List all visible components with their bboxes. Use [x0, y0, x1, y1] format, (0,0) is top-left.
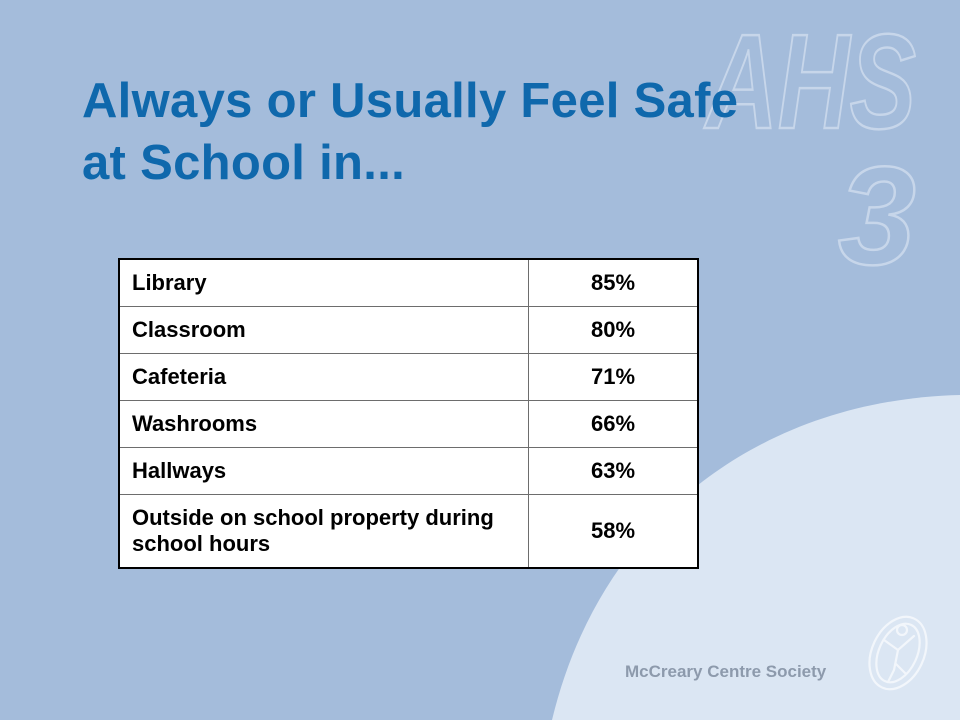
safety-table: Library 85% Classroom 80% Cafeteria 71% … [118, 258, 699, 569]
table-row: Classroom 80% [118, 305, 699, 354]
row-label: Library [118, 258, 529, 307]
row-value: 63% [528, 446, 699, 495]
table-row: Outside on school property during school… [118, 493, 699, 569]
table-row: Hallways 63% [118, 446, 699, 495]
table-row: Washrooms 66% [118, 399, 699, 448]
person-figure-logo-icon [868, 615, 928, 691]
title-line-2: at School in... [82, 136, 406, 190]
watermark-text-ahs: AHS [704, 6, 916, 157]
slide-title: Always or Usually Feel Safe at School in… [82, 70, 882, 194]
row-label: Hallways [118, 446, 529, 495]
row-value: 66% [528, 399, 699, 448]
row-value: 71% [528, 352, 699, 401]
row-label: Classroom [118, 305, 529, 354]
watermark-text-3: 3 [838, 137, 916, 294]
footer-organization: McCreary Centre Society [625, 662, 827, 681]
row-value: 80% [528, 305, 699, 354]
row-label: Washrooms [118, 399, 529, 448]
row-value: 58% [528, 493, 699, 569]
table-row: Cafeteria 71% [118, 352, 699, 401]
row-label: Outside on school property during school… [118, 493, 529, 569]
table-row: Library 85% [118, 258, 699, 307]
title-line-1: Always or Usually Feel Safe [82, 74, 739, 128]
row-label: Cafeteria [118, 352, 529, 401]
row-value: 85% [528, 258, 699, 307]
